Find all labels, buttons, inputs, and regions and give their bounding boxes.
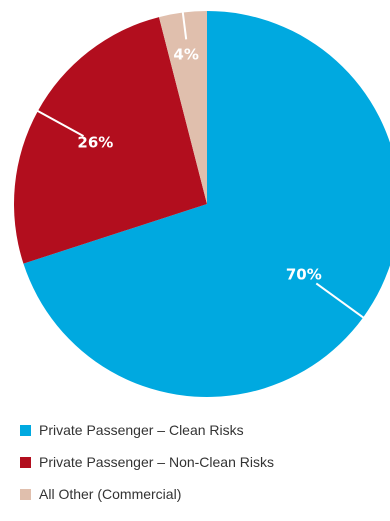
legend-label-clean-risks: Private Passenger – Clean Risks [39,422,244,438]
leader-line-commercial [181,10,188,40]
legend-label-commercial: All Other (Commercial) [39,486,182,502]
pie-chart: 70% 26% 4% [13,10,390,397]
pie-label-clean-risks: 70% [286,265,322,283]
legend-swatch-commercial [20,488,31,500]
pie-slices [13,11,390,397]
pie-leader-lines [35,10,366,320]
legend-swatch-clean-risks [20,424,31,436]
legend: Private Passenger – Clean Risks Private … [20,420,274,516]
legend-item-commercial: All Other (Commercial) [20,484,274,504]
pie-label-commercial: 4% [173,46,198,64]
pie-label-non-clean-risks: 26% [77,134,113,152]
legend-item-clean-risks: Private Passenger – Clean Risks [20,420,274,440]
pie-slice-non-clean-risks [13,17,207,264]
leader-line-clean-risks [315,282,366,320]
pie-labels: 70% 26% 4% [77,46,321,284]
legend-item-non-clean-risks: Private Passenger – Non-Clean Risks [20,452,274,472]
pie-slice-commercial [159,11,207,204]
legend-label-non-clean-risks: Private Passenger – Non-Clean Risks [39,454,274,470]
leader-line-non-clean-risks [35,109,85,138]
pie-slice-clean-risks [23,11,390,397]
legend-swatch-non-clean-risks [20,456,31,468]
